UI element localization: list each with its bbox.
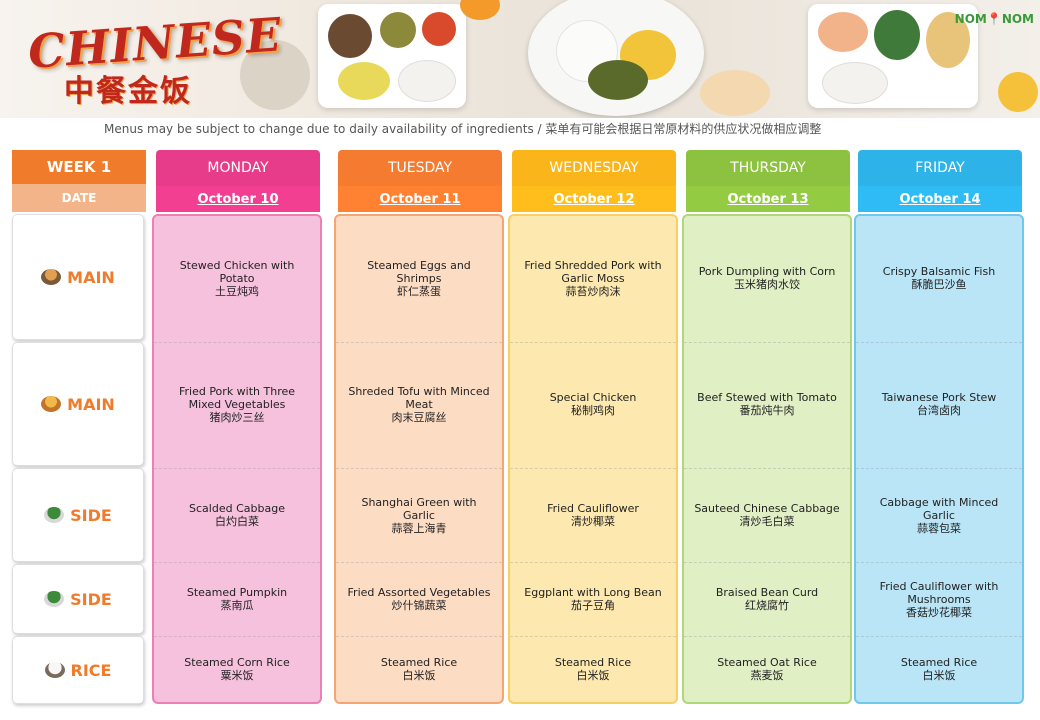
menu-item-main-1: Fried Shredded Pork with Garlic Moss 蒜苔炒肉…: [524, 258, 662, 298]
day-date: October 10: [156, 186, 320, 212]
menu-item-main-2: Fried Pork with Three Mixed Vegetables 猪肉…: [178, 384, 296, 424]
menu-item-side-1: Sauteed Chinese Cabbage 清炒毛白菜: [694, 502, 840, 528]
day-date: October 13: [686, 186, 850, 212]
day-date: October 12: [512, 186, 676, 212]
rice-bowl-icon: [44, 662, 65, 678]
menu-item-main-2: Shreded Tofu with Minced Meat 肉末豆腐丝: [348, 384, 490, 424]
day-name: FRIDAY: [858, 150, 1022, 186]
greens-icon: [44, 507, 65, 523]
row-label-side-1: SIDE: [12, 468, 144, 562]
greens-icon: [44, 591, 65, 607]
food-tray-image-2: [808, 4, 978, 108]
pin-icon: 📍: [986, 12, 1002, 26]
food-tray-image: [318, 4, 466, 108]
day-name: THURSDAY: [686, 150, 850, 186]
row-label-side-2: SIDE: [12, 564, 144, 634]
date-label: DATE: [12, 184, 146, 212]
menu-item-main-1: Pork Dumpling with Corn 玉米猪肉水饺: [698, 265, 836, 291]
day-body: Pork Dumpling with Corn 玉米猪肉水饺 Beef Stewe…: [682, 214, 852, 704]
menu-item-side-2: Braised Bean Curd 红烧腐竹: [715, 586, 819, 612]
day-name: TUESDAY: [338, 150, 502, 186]
menu-item-rice: Steamed Rice 白米饭: [554, 656, 632, 682]
food-bowl-icon: [41, 269, 62, 285]
menu-item-rice: Steamed Rice 白米饭: [900, 656, 978, 682]
menu-item-main-2: Taiwanese Pork Stew 台湾卤肉: [881, 391, 997, 417]
menu-item-rice: Steamed Oat Rice 燕麦饭: [717, 656, 817, 682]
brand-subtitle: 中餐金饭: [64, 74, 192, 109]
menu-item-rice: Steamed Rice 白米饭: [380, 656, 458, 682]
day-body: Steamed Eggs and Shrimps 虾仁蒸蛋 Shreded Tof…: [334, 214, 504, 704]
menu-item-main-1: Steamed Eggs and Shrimps 虾仁蒸蛋: [367, 258, 471, 298]
day-date: October 11: [338, 186, 502, 212]
fries-icon: [41, 396, 62, 412]
row-label-rice: RICE: [12, 636, 144, 704]
day-body: Crispy Balsamic Fish 酥脆巴沙鱼 Taiwanese Pork…: [854, 214, 1024, 704]
day-body: Fried Shredded Pork with Garlic Moss 蒜苔炒肉…: [508, 214, 678, 704]
banner: CHINESE 中餐金饭 NOM📍NOM: [0, 0, 1040, 118]
week-label: WEEK 1: [12, 150, 146, 184]
menu-item-side-2: Fried Cauliflower with Mushrooms 香菇炒花椰菜: [879, 579, 999, 619]
menu-item-side-1: Cabbage with Minced Garlic 蒜蓉包菜: [879, 495, 999, 535]
menu-item-side-1: Shanghai Green with Garlic 蒜蓉上海青: [361, 495, 477, 535]
menu-item-main-1: Crispy Balsamic Fish 酥脆巴沙鱼: [882, 265, 996, 291]
menu-item-main-2: Beef Stewed with Tomato 番茄炖牛肉: [697, 391, 837, 417]
menu-item-main-2: Special Chicken 秘制鸡肉: [549, 391, 637, 417]
menu-item-side-2: Steamed Pumpkin 蒸南瓜: [186, 586, 288, 612]
nomnom-logo: NOM📍NOM: [954, 12, 1034, 26]
menu-item-side-1: Fried Cauliflower 清炒椰菜: [547, 502, 639, 528]
menu-item-side-2: Fried Assorted Vegetables 炒什锦蔬菜: [347, 586, 491, 612]
row-label-main-2: MAIN: [12, 342, 144, 466]
day-date: October 14: [858, 186, 1022, 212]
menu-item-side-1: Scalded Cabbage 白灼白菜: [189, 502, 285, 528]
row-label-main-1: MAIN: [12, 214, 144, 340]
availability-notice: Menus may be subject to change due to da…: [104, 122, 822, 136]
day-name: WEDNESDAY: [512, 150, 676, 186]
day-body: Stewed Chicken with Potato 土豆炖鸡 Fried Por…: [152, 214, 322, 704]
day-name: MONDAY: [156, 150, 320, 186]
menu-item-main-1: Stewed Chicken with Potato 土豆炖鸡: [179, 258, 295, 298]
menu-item-rice: Steamed Corn Rice 粟米饭: [184, 656, 290, 682]
menu-item-side-2: Eggplant with Long Bean 茄子豆角: [524, 586, 662, 612]
